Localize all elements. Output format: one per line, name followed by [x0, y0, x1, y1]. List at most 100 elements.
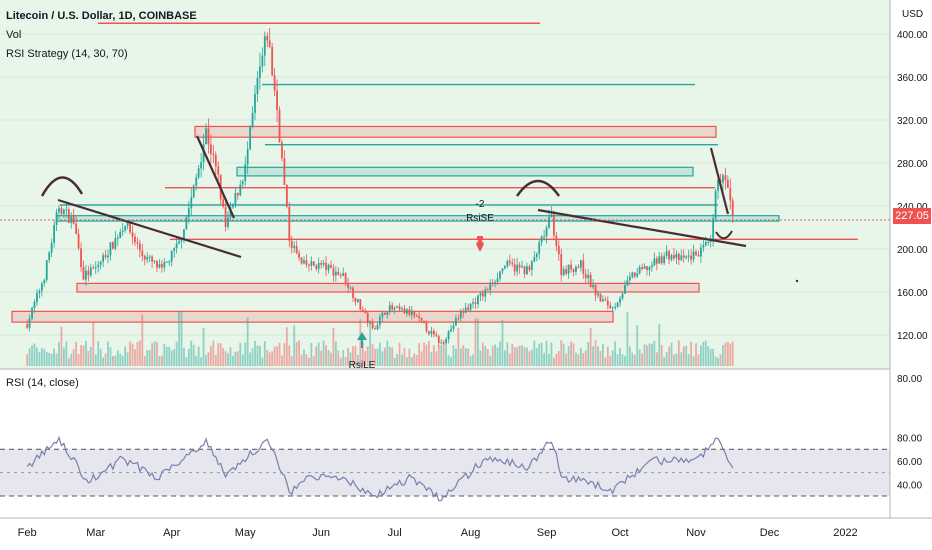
candle-body	[582, 260, 585, 274]
candle-body	[205, 128, 207, 145]
candle-body	[112, 242, 114, 249]
volume-bar	[67, 357, 70, 366]
candle-body	[143, 256, 146, 260]
candle-body	[484, 289, 487, 297]
volume-bar	[276, 346, 278, 366]
candle-body	[577, 266, 580, 268]
volume-bar	[190, 340, 193, 366]
candle-body	[94, 267, 97, 269]
volume-bar	[317, 342, 320, 366]
volume-bar	[474, 318, 477, 366]
volume-bar	[614, 341, 617, 366]
volume-bar	[300, 354, 303, 366]
volume-bar	[418, 342, 421, 366]
candle-body	[227, 217, 229, 228]
candle-body	[543, 236, 545, 238]
candle-body	[646, 266, 648, 270]
candle-body	[714, 190, 717, 218]
volume-bar	[293, 325, 296, 366]
volume-bar	[146, 350, 149, 366]
candle-body	[278, 109, 281, 143]
candle-body	[690, 255, 692, 260]
volume-bar	[197, 346, 200, 366]
volume-bar	[180, 312, 183, 366]
candle-body	[298, 253, 300, 258]
volume-bar	[268, 352, 271, 366]
candle-body	[77, 233, 80, 249]
volume-bar	[494, 344, 496, 366]
volume-bar	[501, 320, 504, 366]
price-zone	[194, 125, 717, 138]
candle-body	[386, 311, 389, 315]
volume-bar	[704, 340, 707, 366]
candle-body	[107, 255, 109, 258]
volume-bar	[668, 346, 670, 366]
volume-legend[interactable]: Vol	[6, 29, 22, 41]
candle-body	[330, 264, 332, 269]
volume-bar	[428, 341, 430, 366]
volume-bar	[403, 347, 406, 366]
price-tick-label: 240.00	[897, 202, 928, 213]
candle-body	[251, 112, 254, 126]
rsi-panel	[0, 368, 890, 518]
signal-long-label: RsiLE	[349, 360, 376, 371]
volume-bar	[565, 353, 568, 366]
volume-bar	[425, 344, 428, 366]
candle-body	[82, 266, 85, 280]
candle-body	[526, 266, 528, 275]
candle-body	[628, 276, 631, 281]
price-tick-label: 200.00	[897, 245, 928, 256]
candle-body	[217, 166, 220, 175]
volume-bar	[92, 322, 95, 366]
symbol-title[interactable]: Litecoin / U.S. Dollar, 1D, COINBASE	[6, 10, 197, 22]
volume-bar	[376, 348, 379, 366]
strategy-legend[interactable]: RSI Strategy (14, 30, 70)	[6, 48, 128, 60]
rsi-legend[interactable]: RSI (14, close)	[6, 377, 79, 389]
volume-bar	[75, 341, 78, 366]
candle-body	[315, 265, 318, 269]
volume-bar	[183, 347, 185, 366]
candle-body	[687, 255, 690, 257]
volume-bar	[158, 355, 161, 366]
volume-bar	[628, 346, 631, 366]
candle-body	[457, 318, 460, 320]
candle-body	[381, 312, 384, 317]
candle-body	[697, 254, 700, 257]
candle-body	[477, 295, 479, 305]
volume-bar	[295, 341, 298, 366]
volume-bar	[212, 340, 215, 366]
volume-bar	[283, 343, 286, 366]
volume-bar	[530, 349, 533, 366]
candle-body	[619, 298, 621, 303]
volume-bar	[457, 327, 460, 366]
volume-bar	[97, 340, 100, 366]
volume-bar	[680, 352, 683, 366]
volume-bar	[354, 345, 357, 366]
volume-bar	[526, 347, 528, 366]
candle-body	[185, 216, 188, 230]
candle-body	[183, 229, 185, 240]
candle-body	[415, 315, 418, 317]
volume-bar	[229, 347, 232, 366]
volume-bar	[187, 348, 190, 366]
candle-body	[285, 184, 288, 207]
volume-bar	[442, 340, 445, 366]
candle-body	[432, 330, 435, 335]
volume-bar	[234, 351, 237, 366]
candle-body	[729, 187, 732, 201]
volume-bar	[464, 348, 467, 366]
candle-body	[560, 254, 563, 275]
volume-bar	[631, 352, 634, 366]
candle-body	[371, 322, 374, 329]
candle-body	[555, 235, 558, 246]
volume-bar	[712, 348, 715, 366]
candle-body	[207, 128, 210, 145]
volume-bar	[278, 342, 281, 366]
candle-body	[349, 287, 352, 289]
volume-bar	[134, 349, 136, 366]
candle-body	[626, 280, 629, 286]
candle-body	[305, 260, 308, 265]
volume-bar	[579, 347, 582, 366]
volume-bar	[288, 345, 291, 366]
candle-body	[548, 217, 550, 228]
